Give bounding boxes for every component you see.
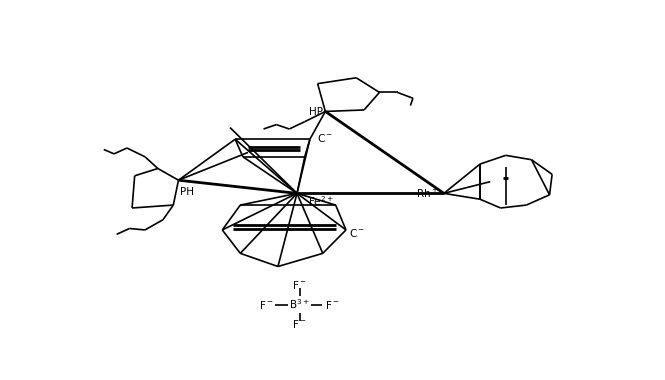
Text: F$^-$: F$^-$ [292,279,307,291]
Text: C$^-$: C$^-$ [317,132,332,144]
Text: C$^-$: C$^-$ [348,227,364,239]
Text: F$^-$: F$^-$ [292,318,307,329]
Text: Rh$^+$: Rh$^+$ [416,187,439,200]
Text: HP: HP [309,107,323,117]
Text: Fe$^{2+}$: Fe$^{2+}$ [309,195,334,209]
Text: F$^-$: F$^-$ [259,299,273,310]
Text: PH: PH [180,187,194,197]
Text: B$^{3+}$: B$^{3+}$ [289,298,310,312]
Text: F$^-$: F$^-$ [325,299,339,310]
